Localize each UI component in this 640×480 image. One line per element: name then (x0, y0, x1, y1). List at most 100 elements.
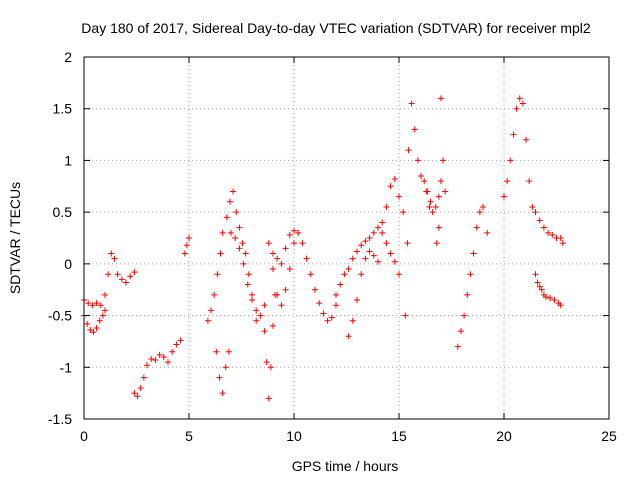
data-point (156, 351, 163, 358)
data-point (418, 172, 425, 179)
data-point (438, 95, 444, 102)
data-point (97, 302, 104, 309)
data-point (538, 286, 545, 293)
y-tick-label: -1.5 (48, 411, 72, 427)
data-point (131, 390, 138, 397)
data-point (134, 393, 141, 400)
data-point (400, 209, 407, 216)
data-point (429, 209, 436, 216)
data-point (316, 300, 323, 307)
data-point (118, 276, 125, 283)
data-point (230, 188, 237, 195)
data-point (93, 324, 100, 331)
data-point (457, 328, 464, 335)
data-point (223, 214, 230, 221)
data-point (102, 307, 108, 314)
y-tick-label: 0 (64, 256, 72, 272)
data-point (291, 240, 297, 247)
data-point (173, 341, 180, 348)
data-point (225, 348, 232, 355)
data-point (233, 209, 240, 216)
data-point (236, 224, 243, 231)
data-point (404, 240, 411, 247)
data-point (282, 245, 289, 252)
data-point (222, 364, 229, 371)
data-point (291, 227, 297, 234)
data-point (383, 203, 390, 210)
data-point (349, 255, 356, 262)
data-point (536, 217, 543, 224)
data-point (137, 384, 144, 391)
data-point (226, 198, 233, 205)
data-point (526, 178, 533, 185)
data-point (432, 203, 439, 210)
x-tick-label: 20 (496, 428, 512, 444)
data-point (286, 266, 293, 273)
grid-lines (84, 57, 609, 419)
data-point (270, 250, 276, 257)
data-point (278, 302, 285, 309)
data-point (257, 312, 264, 319)
x-tick-label: 5 (185, 428, 193, 444)
data-point (370, 252, 377, 259)
y-tick-label: 1.5 (53, 101, 73, 117)
data-point (123, 279, 129, 286)
data-point (240, 260, 247, 267)
data-point (267, 364, 274, 371)
data-point (358, 271, 365, 278)
data-points (81, 95, 566, 402)
x-tick-label: 0 (80, 428, 88, 444)
data-point (169, 348, 176, 355)
data-point (510, 131, 517, 138)
data-point (421, 178, 428, 185)
data-point (547, 294, 554, 301)
y-tick-label: 1 (64, 152, 72, 168)
data-point (391, 176, 398, 183)
data-point (211, 291, 218, 298)
data-point (89, 302, 96, 309)
data-point (102, 291, 108, 298)
data-point (391, 258, 398, 265)
data-point (423, 188, 430, 195)
data-point (213, 348, 220, 355)
data-point (299, 240, 306, 247)
data-point (540, 224, 547, 231)
data-point (333, 291, 339, 298)
data-point (324, 317, 331, 324)
y-tick-label: 0.5 (53, 204, 73, 220)
data-point (461, 312, 468, 319)
data-point (152, 357, 159, 364)
data-point (370, 229, 377, 236)
data-point (144, 362, 150, 369)
data-point (473, 224, 480, 231)
data-point (396, 193, 402, 200)
data-point (532, 209, 539, 216)
data-point (557, 302, 564, 309)
data-point (208, 307, 215, 314)
data-point (337, 281, 344, 288)
data-point (543, 293, 549, 300)
data-point (303, 255, 310, 262)
data-point (274, 255, 281, 262)
data-point (366, 248, 373, 255)
data-point (362, 238, 369, 245)
data-point (427, 198, 434, 205)
y-tick-label: -1 (60, 359, 73, 375)
data-point (148, 356, 155, 363)
data-point (286, 231, 293, 238)
data-point (402, 312, 409, 319)
data-point (516, 95, 523, 102)
data-point (249, 297, 255, 304)
x-tick-label: 25 (601, 428, 617, 444)
data-point (96, 317, 103, 324)
plot-frame (83, 56, 610, 420)
data-point (396, 271, 402, 278)
data-point (239, 240, 246, 247)
data-point (160, 353, 167, 360)
data-point (228, 229, 234, 236)
data-point (426, 203, 433, 210)
data-point (411, 126, 418, 133)
data-point (464, 291, 471, 298)
data-point (349, 317, 356, 324)
data-point (536, 283, 543, 290)
